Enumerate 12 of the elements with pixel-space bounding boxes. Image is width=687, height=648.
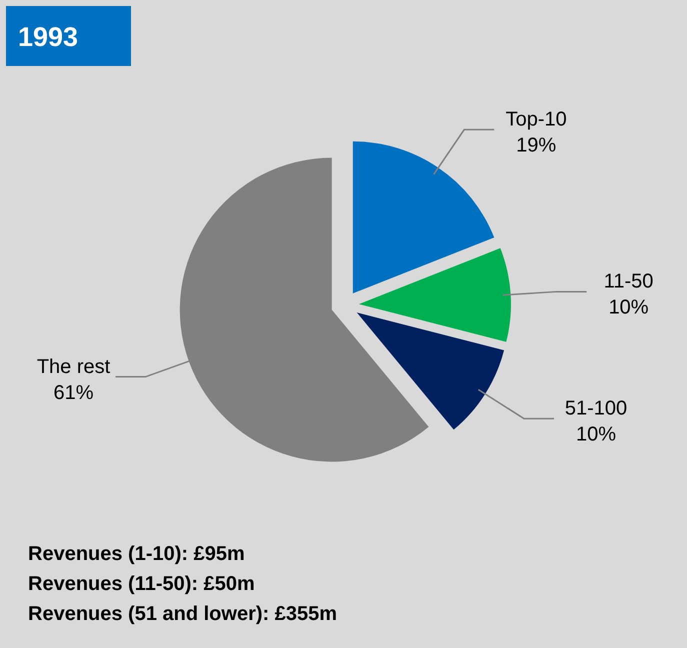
slice-label: The rest: [36, 356, 111, 378]
slice-label: 51-100: [564, 398, 628, 420]
data-label: 19%: [516, 134, 556, 157]
data-label: 10%: [576, 424, 616, 446]
data-label: 10%: [608, 296, 649, 319]
text: Revenues (51 and lower): £355m: [28, 603, 338, 625]
slice-label: 11-50: [604, 270, 654, 293]
chart-title: 1993: [18, 22, 78, 52]
text: Revenues (1-10): £95m: [28, 543, 245, 565]
text: Revenues (11-50): £50m: [28, 573, 255, 595]
slice-label: Top-10: [506, 108, 567, 131]
data-label: 61%: [54, 382, 94, 404]
